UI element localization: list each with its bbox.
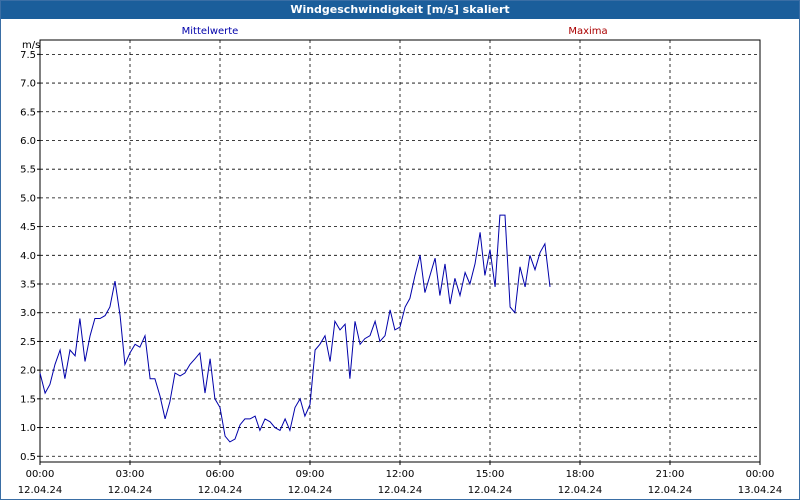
legend-mittelwerte: Mittelwerte	[182, 26, 239, 37]
x-tick-date-label: 12.04.24	[198, 485, 243, 496]
y-tick-label: 5.0	[20, 193, 36, 204]
y-tick-label: 7.5	[20, 50, 36, 61]
x-tick-date-label: 12.04.24	[468, 485, 513, 496]
x-tick-date-label: 12.04.24	[378, 485, 423, 496]
y-tick-label: 1.5	[20, 394, 36, 405]
y-tick-label: 6.0	[20, 136, 36, 147]
x-tick-date-label: 12.04.24	[18, 485, 63, 496]
x-tick-time-label: 06:00	[206, 469, 235, 480]
x-tick-time-label: 00:00	[26, 469, 55, 480]
x-tick-date-label: 12.04.24	[288, 485, 333, 496]
window-title: Windgeschwindigkeit [m/s] skaliert	[1, 1, 799, 19]
y-tick-label: 7.0	[20, 79, 36, 90]
x-tick-time-label: 21:00	[656, 469, 685, 480]
y-tick-label: 3.5	[20, 280, 36, 291]
x-tick-time-label: 12:00	[386, 469, 415, 480]
y-tick-label: 1.0	[20, 423, 36, 434]
x-tick-time-label: 15:00	[476, 469, 505, 480]
y-tick-label: 4.5	[20, 222, 36, 233]
y-tick-label: 2.0	[20, 366, 36, 377]
x-tick-date-label: 12.04.24	[108, 485, 153, 496]
x-ticks: 00:00 12.04.24 03:00 12.04.24 06:00 12.04.24 0…	[18, 462, 783, 496]
series-line-mittelwerte	[39, 214, 551, 443]
x-tick-time-label: 03:00	[116, 469, 145, 480]
x-tick-time-label: 00:00	[746, 469, 775, 480]
y-ticks: 0.5 1.0 1.5 2.0 2.5 3.0 3.5 4.0 4.5 5.0 5.5 6.0 6.5 7…	[20, 50, 40, 463]
y-tick-label: 6.5	[20, 107, 36, 118]
y-tick-label: 3.0	[20, 308, 36, 319]
legend-maxima: Maxima	[568, 26, 607, 37]
grid	[40, 40, 760, 462]
y-axis-unit-label: m/s	[22, 40, 40, 51]
y-tick-label: 4.0	[20, 251, 36, 262]
x-tick-date-label: 13.04.24	[738, 485, 783, 496]
x-tick-time-label: 18:00	[566, 469, 595, 480]
x-tick-date-label: 12.04.24	[648, 485, 693, 496]
x-tick-date-label: 12.04.24	[558, 485, 603, 496]
y-tick-label: 5.5	[20, 165, 36, 176]
y-tick-label: 2.5	[20, 337, 36, 348]
series-lines	[39, 214, 551, 443]
y-tick-label: 0.5	[20, 452, 36, 463]
x-tick-time-label: 09:00	[296, 469, 325, 480]
